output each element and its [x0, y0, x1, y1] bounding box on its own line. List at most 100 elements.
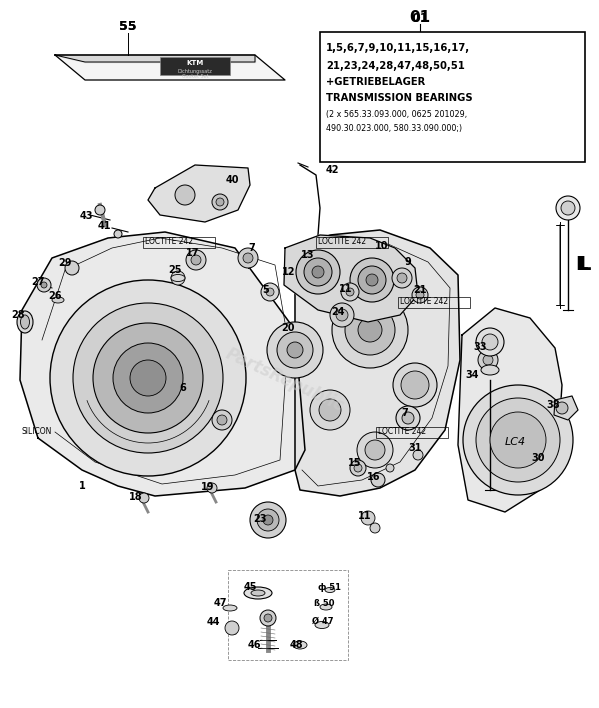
Polygon shape — [295, 230, 460, 496]
Ellipse shape — [481, 365, 499, 375]
Text: 21,23,24,28,47,48,50,51: 21,23,24,28,47,48,50,51 — [326, 61, 465, 71]
Text: 28: 28 — [11, 310, 25, 320]
Circle shape — [350, 460, 366, 476]
Circle shape — [397, 273, 407, 283]
Circle shape — [361, 511, 375, 525]
Text: SILICON: SILICON — [22, 428, 52, 437]
Text: ß 50: ß 50 — [314, 600, 334, 608]
Circle shape — [476, 328, 504, 356]
Circle shape — [175, 185, 195, 205]
Polygon shape — [148, 165, 250, 222]
Text: LOCTITE 242: LOCTITE 242 — [145, 237, 193, 246]
Text: 38: 38 — [546, 400, 560, 410]
Circle shape — [41, 282, 47, 288]
Polygon shape — [55, 55, 255, 62]
Circle shape — [412, 287, 428, 303]
Polygon shape — [554, 396, 578, 420]
Circle shape — [346, 288, 354, 296]
Circle shape — [216, 198, 224, 206]
Circle shape — [358, 318, 382, 342]
Text: 33: 33 — [473, 342, 487, 352]
Circle shape — [304, 258, 332, 286]
Text: 1,5,6,7,9,10,11,15,16,17,: 1,5,6,7,9,10,11,15,16,17, — [326, 43, 470, 53]
Text: 5: 5 — [262, 285, 270, 295]
Polygon shape — [458, 308, 562, 512]
Circle shape — [238, 248, 258, 268]
Circle shape — [396, 406, 420, 430]
Circle shape — [130, 360, 166, 396]
Circle shape — [463, 385, 573, 495]
Text: 44: 44 — [206, 617, 220, 627]
Circle shape — [171, 271, 185, 285]
Text: Gasket Set: Gasket Set — [181, 74, 208, 79]
FancyBboxPatch shape — [320, 32, 585, 162]
Circle shape — [65, 261, 79, 275]
Circle shape — [139, 493, 149, 503]
Text: 20: 20 — [282, 323, 295, 333]
Circle shape — [413, 450, 423, 460]
Text: ф 51: ф 51 — [318, 583, 341, 591]
Text: 47: 47 — [213, 598, 227, 608]
Text: 46: 46 — [247, 640, 261, 650]
Circle shape — [478, 350, 498, 370]
Text: 40: 40 — [225, 175, 239, 185]
Text: 7: 7 — [249, 243, 255, 253]
Circle shape — [261, 283, 279, 301]
Circle shape — [350, 258, 394, 302]
Circle shape — [416, 291, 424, 299]
Text: 490.30.023.000, 580.33.090.000;): 490.30.023.000, 580.33.090.000;) — [326, 123, 462, 132]
Text: Dichtungssatz: Dichtungssatz — [177, 69, 213, 74]
Polygon shape — [20, 232, 305, 496]
Circle shape — [319, 399, 341, 421]
Text: 25: 25 — [168, 265, 181, 275]
Circle shape — [266, 288, 274, 296]
Polygon shape — [55, 55, 285, 80]
Text: KTM: KTM — [186, 60, 204, 66]
Ellipse shape — [223, 605, 237, 611]
Text: 24: 24 — [331, 307, 345, 317]
Text: 16: 16 — [367, 472, 381, 482]
Circle shape — [402, 412, 414, 424]
Text: 6: 6 — [180, 383, 186, 393]
Circle shape — [556, 402, 568, 414]
Circle shape — [392, 268, 412, 288]
Circle shape — [277, 332, 313, 368]
Circle shape — [243, 253, 253, 263]
Text: 55: 55 — [119, 21, 137, 33]
Text: 11: 11 — [339, 284, 353, 294]
Text: LOCTITE 242: LOCTITE 242 — [318, 237, 366, 246]
Circle shape — [113, 343, 183, 413]
Circle shape — [336, 309, 348, 321]
Text: 01: 01 — [410, 11, 431, 25]
Ellipse shape — [251, 590, 265, 596]
Circle shape — [354, 464, 362, 472]
Ellipse shape — [52, 297, 64, 303]
Ellipse shape — [293, 641, 307, 649]
Text: 29: 29 — [58, 258, 72, 268]
Circle shape — [310, 390, 350, 430]
Text: 55: 55 — [119, 21, 137, 33]
Text: (2 x 565.33.093.000, 0625 201029,: (2 x 565.33.093.000, 0625 201029, — [326, 110, 467, 118]
Circle shape — [341, 283, 359, 301]
Circle shape — [330, 303, 354, 327]
FancyBboxPatch shape — [160, 57, 230, 75]
Text: 42: 42 — [325, 165, 339, 175]
Text: 15: 15 — [348, 458, 362, 468]
Circle shape — [401, 371, 429, 399]
Circle shape — [393, 363, 437, 407]
Circle shape — [186, 250, 206, 270]
Circle shape — [212, 194, 228, 210]
Text: Ø 47: Ø 47 — [312, 617, 334, 625]
Ellipse shape — [20, 315, 29, 329]
Ellipse shape — [325, 588, 335, 593]
Circle shape — [371, 473, 385, 487]
Text: 48: 48 — [289, 640, 303, 650]
Text: PartsRepublic: PartsRepublic — [223, 345, 347, 416]
Circle shape — [490, 412, 546, 468]
Circle shape — [561, 201, 575, 215]
Circle shape — [366, 274, 378, 286]
Text: 23: 23 — [253, 514, 267, 524]
Ellipse shape — [315, 622, 329, 629]
Circle shape — [287, 342, 303, 358]
Circle shape — [365, 440, 385, 460]
